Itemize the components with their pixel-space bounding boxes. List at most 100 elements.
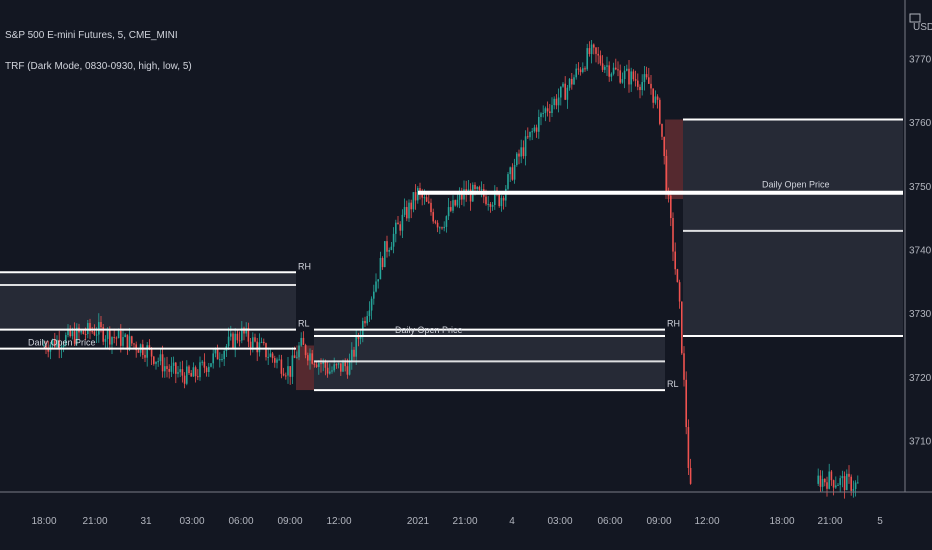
x-tick-label: 06:00 <box>228 516 253 527</box>
candle-body <box>366 316 368 324</box>
settings-icon[interactable] <box>909 13 921 23</box>
x-tick-label: 31 <box>140 516 152 527</box>
symbol-legend[interactable]: S&P 500 E-mini Futures, 5, CME_MINI <box>5 30 178 41</box>
candle-body <box>637 80 639 87</box>
candle-body <box>557 97 560 106</box>
candle-body <box>502 197 505 201</box>
candle-body <box>828 471 830 489</box>
candle-body <box>509 167 511 175</box>
x-tick-label: 09:00 <box>646 516 671 527</box>
candle-body <box>241 327 243 341</box>
candle-body <box>505 188 507 201</box>
candle-body <box>623 70 626 80</box>
candle-body <box>674 251 676 270</box>
y-tick-label: 3770.00 <box>909 55 932 66</box>
candle-body <box>234 333 236 348</box>
candle-body <box>524 136 527 157</box>
candle-body <box>274 358 276 363</box>
candle-body <box>67 328 69 336</box>
candle-body <box>98 322 100 335</box>
candle-body <box>641 82 643 91</box>
candle-body <box>571 78 573 85</box>
candle-body <box>113 337 115 339</box>
candle-body <box>313 363 316 365</box>
candle-body <box>390 246 393 250</box>
y-tick-label: 3710.00 <box>909 437 932 448</box>
candle-body <box>170 365 173 372</box>
candle-body <box>632 71 635 80</box>
candle-body <box>280 359 283 374</box>
candle-body <box>311 353 313 364</box>
candle-body <box>337 363 340 365</box>
candle-body <box>848 473 850 477</box>
candle-body <box>538 117 540 132</box>
candle-body <box>388 249 390 252</box>
candle-body <box>199 362 201 378</box>
x-tick-label: 03:00 <box>179 516 204 527</box>
candle-body <box>359 336 362 339</box>
candle-body <box>276 359 278 363</box>
candle-body <box>201 361 203 363</box>
candle-body <box>399 224 401 231</box>
candle-body <box>423 197 426 199</box>
candle-body <box>412 192 415 210</box>
candle-body <box>846 473 848 491</box>
range-low-label: RL <box>298 319 310 329</box>
candle-body <box>511 167 514 180</box>
candle-body <box>615 67 617 70</box>
candle-body <box>179 369 181 373</box>
indicator-legend[interactable]: TRF (Dark Mode, 0830-0930, high, low, 5) <box>5 61 192 72</box>
candle-body <box>546 108 549 112</box>
candle-body <box>256 341 258 353</box>
range-high-label: RH <box>667 319 680 329</box>
y-tick-label: 3730.00 <box>909 309 932 320</box>
candle-body <box>364 320 366 324</box>
candle-body <box>340 363 342 372</box>
candle-body <box>102 327 104 342</box>
candle-body <box>146 345 148 358</box>
candle-body <box>595 47 597 54</box>
x-tick-label: 5 <box>877 516 883 527</box>
candle-body <box>166 366 168 369</box>
candle-body <box>685 379 687 428</box>
candle-body <box>414 192 417 201</box>
candle-body <box>630 71 632 85</box>
candle-body <box>588 48 591 55</box>
candle-body <box>82 330 85 335</box>
candle-body <box>304 344 307 356</box>
candle-body <box>161 354 164 372</box>
candle-body <box>289 366 291 377</box>
candle-body <box>379 258 382 280</box>
candle-body <box>586 48 588 70</box>
candle-body <box>436 222 439 228</box>
candle-body <box>461 194 463 200</box>
candle-body <box>599 55 602 64</box>
candle-body <box>643 74 646 83</box>
candle-body <box>566 87 569 100</box>
candle-body <box>628 68 630 85</box>
candle-body <box>157 361 159 363</box>
y-tick-label: 3740.00 <box>909 246 932 257</box>
candle-body <box>245 328 247 334</box>
candle-body <box>368 310 371 317</box>
daily-open-label: Daily Open Price <box>28 338 96 348</box>
candle-body <box>579 69 582 73</box>
x-tick-label: 06:00 <box>597 516 622 527</box>
candle-body <box>223 351 225 360</box>
candle-body <box>817 475 819 484</box>
candle-body <box>522 147 525 157</box>
candle-body <box>58 339 60 349</box>
candle-body <box>832 480 835 488</box>
candle-body <box>318 363 320 367</box>
candle-body <box>384 241 386 268</box>
candle-body <box>659 99 661 124</box>
candle-body <box>168 368 170 372</box>
candle-body <box>441 227 443 229</box>
candle-body <box>300 337 302 346</box>
x-tick-label: 12:00 <box>694 516 719 527</box>
y-tick-label: 3750.00 <box>909 182 932 193</box>
candle-body <box>458 194 461 200</box>
candle-body <box>419 188 421 192</box>
candle-body <box>56 339 58 347</box>
